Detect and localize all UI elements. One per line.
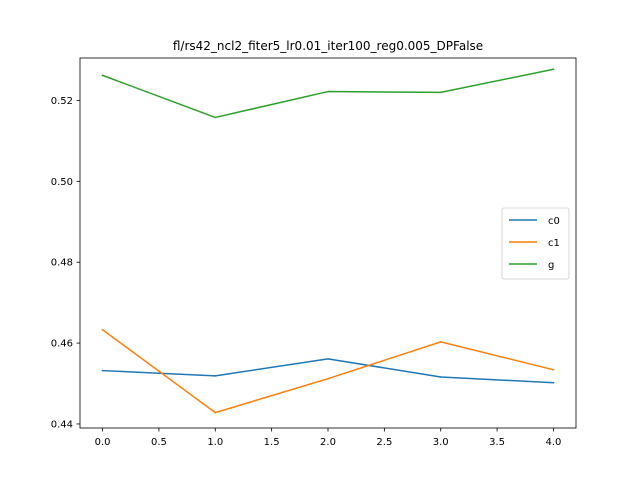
y-tick-label: 0.50 <box>51 177 73 188</box>
x-tick-label: 3.5 <box>489 437 505 448</box>
data-point-c1-0 <box>101 328 104 331</box>
data-point-g-1 <box>214 116 217 119</box>
data-point-c0-3 <box>439 376 442 378</box>
x-tick-label: 0.5 <box>151 437 167 448</box>
legend-label-c0: c0 <box>548 216 560 227</box>
data-point-c1-1 <box>214 411 217 414</box>
data-point-g-0 <box>101 74 104 77</box>
data-point-c0-0 <box>101 369 104 372</box>
legend-label-c1: c1 <box>548 238 560 249</box>
series-line-c1 <box>101 328 555 414</box>
data-point-c1-2 <box>327 377 329 380</box>
data-point-c1-3 <box>439 341 442 343</box>
series-line-g <box>101 68 555 119</box>
x-tick-label: 2.5 <box>376 437 392 448</box>
y-tick-label: 0.52 <box>51 96 73 107</box>
x-tick-label: 1.0 <box>207 437 223 448</box>
data-point-c0-4 <box>552 381 555 384</box>
x-axis: 0.0 0.5 1.0 1.5 2.0 2.5 3.0 3.5 4.0 <box>95 428 562 448</box>
y-axis: 0.44 0.46 0.48 0.50 0.52 <box>51 96 80 430</box>
chart-title: fl/rs42_ncl2_fiter5_lr0.01_iter100_reg0.… <box>173 39 483 53</box>
x-tick-label: 2.0 <box>320 437 336 448</box>
y-tick-label: 0.46 <box>51 339 73 350</box>
x-tick-label: 4.0 <box>546 437 562 448</box>
x-tick-label: 3.0 <box>433 437 449 448</box>
data-point-g-4 <box>552 68 555 71</box>
legend-label-g: g <box>548 260 554 271</box>
plot-area <box>101 68 555 414</box>
legend: c0 c1 g <box>501 207 570 280</box>
x-tick-label: 1.5 <box>264 437 280 448</box>
y-tick-label: 0.48 <box>51 258 73 269</box>
y-tick-label: 0.44 <box>51 419 73 430</box>
data-point-g-3 <box>439 91 442 94</box>
data-point-g-2 <box>327 90 329 93</box>
data-point-c0-2 <box>327 358 329 360</box>
data-point-c1-4 <box>552 369 555 371</box>
data-point-c0-1 <box>214 375 217 377</box>
legend-frame <box>501 207 570 280</box>
x-tick-label: 0.0 <box>95 437 111 448</box>
